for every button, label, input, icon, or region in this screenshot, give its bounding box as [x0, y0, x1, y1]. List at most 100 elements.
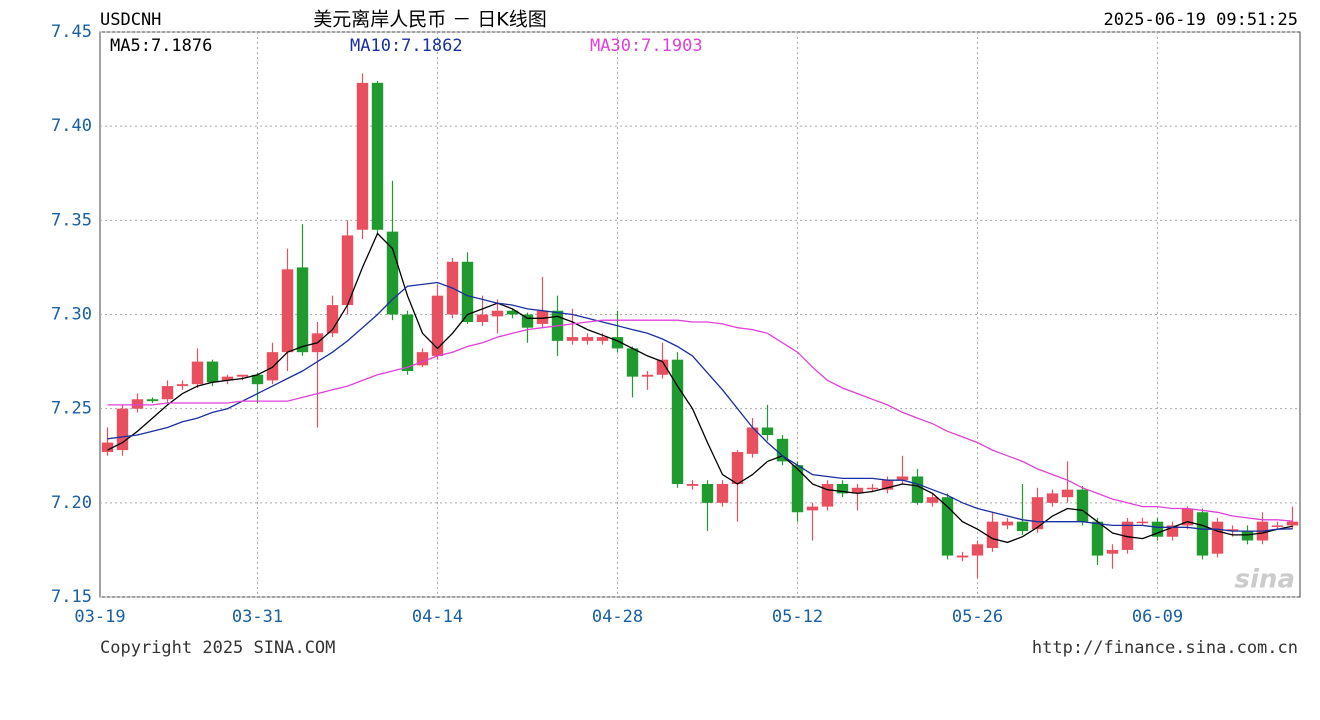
- candle-body: [611, 337, 624, 349]
- candle-body: [296, 267, 309, 353]
- candle-body: [941, 497, 954, 556]
- candle-body: [971, 544, 984, 556]
- candle-body: [1286, 521, 1299, 526]
- candle-body: [281, 269, 294, 353]
- legend-entry: MA10:7.1862: [350, 36, 463, 56]
- candle-body: [1046, 493, 1059, 503]
- candle-body: [866, 487, 879, 490]
- candle-body: [671, 359, 684, 484]
- y-tick-label: 7.15: [51, 587, 92, 607]
- watermark: sina: [1235, 565, 1295, 595]
- copyright: Copyright 2025 SINA.COM: [100, 638, 335, 658]
- y-tick-label: 7.35: [51, 210, 92, 230]
- candle-body: [116, 408, 129, 451]
- candle-body: [476, 314, 489, 323]
- timestamp: 2025-06-19 09:51:25: [1104, 10, 1298, 30]
- candle-body: [371, 82, 384, 230]
- candle-body: [1031, 497, 1044, 530]
- candle-body: [161, 386, 174, 400]
- x-tick-label: 04-28: [592, 607, 643, 627]
- candle-body: [401, 314, 414, 371]
- candle-body: [356, 82, 369, 230]
- candle-body: [986, 521, 999, 549]
- symbol: USDCNH: [100, 10, 161, 30]
- x-tick-label: 03-19: [74, 607, 125, 627]
- candle-body: [431, 295, 444, 356]
- candle-body: [821, 484, 834, 507]
- y-tick-label: 7.30: [51, 305, 92, 325]
- candle-body: [206, 361, 219, 383]
- candle-body: [851, 487, 864, 494]
- candle-body: [806, 506, 819, 511]
- chart-title: 美元离岸人民币 － 日K线图: [313, 9, 547, 31]
- candle-body: [581, 337, 594, 341]
- candle-body: [1016, 521, 1029, 532]
- candle-body: [146, 399, 159, 402]
- ma-line: [107, 281, 1293, 532]
- x-tick-label: 05-12: [772, 607, 823, 627]
- candle-body: [1226, 529, 1239, 532]
- candle-body: [761, 427, 774, 436]
- candle-body: [836, 484, 849, 494]
- candle-body: [1091, 521, 1104, 556]
- ma-line: [107, 232, 1293, 544]
- x-tick-label: 05-26: [952, 607, 1003, 627]
- candle-body: [776, 438, 789, 462]
- y-tick-label: 7.45: [51, 22, 92, 42]
- x-tick-label: 06-09: [1132, 607, 1183, 627]
- candle-body: [791, 465, 804, 513]
- candle-body: [686, 484, 699, 486]
- candle-body: [1196, 512, 1209, 556]
- candle-body: [626, 348, 639, 377]
- candle-body: [701, 484, 714, 503]
- candle-body: [1166, 525, 1179, 537]
- candle-body: [566, 337, 579, 341]
- candle-body: [506, 310, 519, 315]
- candle-body: [416, 352, 429, 366]
- candle-body: [536, 310, 549, 324]
- candle-body: [656, 359, 669, 375]
- candle-body: [1121, 521, 1134, 550]
- y-tick-label: 7.20: [51, 493, 92, 513]
- candle-body: [191, 361, 204, 385]
- candle-body: [521, 314, 534, 328]
- candle-body: [1151, 521, 1164, 537]
- candle-body: [1136, 521, 1149, 524]
- plot: 7.15 7.20 7.25 7.30 7.35 7.40 7.45 03-19 03-31 04…: [51, 22, 1300, 627]
- candle-body: [1061, 489, 1074, 498]
- candle-body: [251, 374, 264, 385]
- candle-body: [956, 555, 969, 558]
- candle-body: [1001, 521, 1014, 526]
- candle-body: [341, 235, 354, 306]
- candle-body: [596, 337, 609, 341]
- candle-body: [1076, 489, 1089, 522]
- candle-body: [911, 476, 924, 503]
- candle-body: [1211, 521, 1224, 554]
- candle-body: [1181, 508, 1194, 526]
- y-tick-label: 7.25: [51, 399, 92, 419]
- candle-body: [176, 384, 189, 387]
- candle-body: [716, 484, 729, 503]
- candle-body: [326, 305, 339, 334]
- candle-body: [221, 376, 234, 381]
- legend-entry: MA30:7.1903: [590, 36, 703, 56]
- x-tick-label: 03-31: [232, 607, 283, 627]
- y-tick-label: 7.40: [51, 116, 92, 136]
- candle-body: [491, 310, 504, 317]
- candle-body: [101, 442, 114, 452]
- candle-body: [131, 399, 144, 409]
- candle-body: [731, 451, 744, 484]
- candle-body: [641, 374, 654, 377]
- candle-body: [1106, 549, 1119, 554]
- candle-body: [881, 480, 894, 490]
- candle-body: [461, 261, 474, 323]
- candle-body: [236, 374, 249, 377]
- source-url: http://finance.sina.com.cn: [1032, 638, 1298, 658]
- candle-body: [386, 231, 399, 315]
- candle-body: [1241, 531, 1254, 541]
- ma-line: [107, 319, 1293, 522]
- candle-body: [746, 427, 759, 454]
- candle-body: [1271, 525, 1284, 527]
- candle-body: [926, 497, 939, 503]
